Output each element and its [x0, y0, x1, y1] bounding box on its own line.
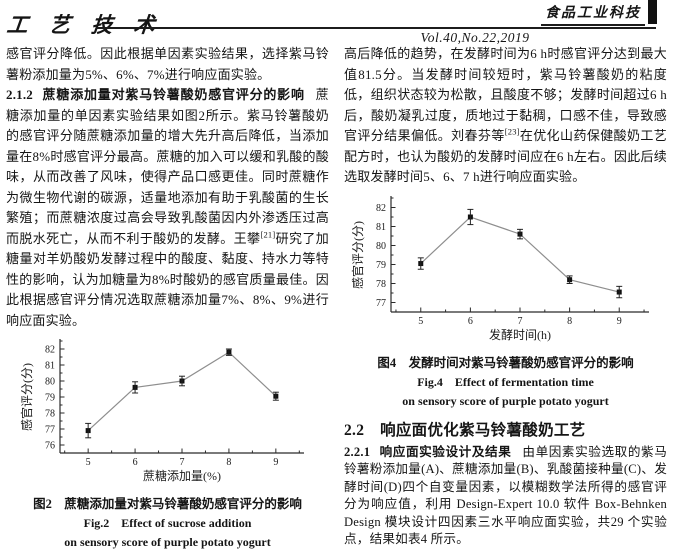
svg-text:7: 7: [517, 316, 522, 327]
fig4-caption-zh: 图4 发酵时间对紫马铃薯酸奶感官评分的影响: [377, 355, 634, 370]
svg-text:80: 80: [45, 377, 55, 388]
svg-text:5: 5: [418, 316, 423, 327]
journal-logo-bar: [648, 0, 657, 24]
fig4-caption-en-1: Fig.4 Effect of fermentation time: [417, 374, 594, 389]
section-2-2-heading: 2.2 响应面优化紫马铃薯酸奶工艺: [344, 421, 586, 439]
svg-text:80: 80: [376, 241, 386, 252]
section-2-1-2-title: 蔗糖添加量对紫马铃薯酸奶感官评分的影响: [42, 87, 305, 102]
error-bars: [417, 208, 622, 298]
section-2-2-1-title: 响应面实验设计及结果: [379, 444, 512, 459]
svg-text:9: 9: [273, 457, 278, 468]
journal-logo: 食品工业科技: [541, 2, 645, 26]
figure-2: 76 77 78 79 80 81 82 5 6 7 8 9 蔗糖添加量(%) 感官评分(分) 图2 蔗糖…: [6, 334, 329, 552]
volume-info: Vol.40,No.22,2019: [420, 30, 530, 45]
svg-text:76: 76: [45, 441, 55, 452]
svg-text:感官评分(分): 感官评分(分): [20, 363, 34, 431]
svg-text:8: 8: [226, 457, 231, 468]
svg-text:77: 77: [45, 425, 55, 436]
chart-axes: [58, 339, 304, 454]
paragraph-2-2-1: 2.2.1 响应面实验设计及结果 由单因素实验选取的紫马铃薯粉添加量(A)、蔗糖添加…: [344, 444, 667, 550]
y-axis-ticks: 76 77 78 79 80 81 82: [45, 340, 64, 454]
axis-labels: 蔗糖添加量(%) 感官评分(分): [20, 363, 221, 483]
svg-text:5: 5: [85, 457, 90, 468]
page-columns: 感官评分降低。因此根据单因素实验结果，选择紫马铃薯粉添加量为5%、6%、7%进行…: [6, 44, 667, 552]
reference-marker: [21]: [260, 229, 276, 240]
svg-text:81: 81: [376, 222, 386, 233]
chart-axes: [389, 195, 649, 313]
paragraph-2-1-2: 2.1.2 蔗糖添加量对紫马铃薯酸奶感官评分的影响 蔗糖添加量的单因素实验结果如图2…: [6, 85, 329, 331]
svg-text:79: 79: [45, 393, 55, 404]
svg-text:9: 9: [616, 316, 621, 327]
section-2-2-1-body: 由单因素实验选取的紫马铃薯粉添加量(A)、蔗糖添加量(B)、乳酸菌接种量(C)、…: [344, 444, 667, 547]
left-column: 感官评分降低。因此根据单因素实验结果，选择紫马铃薯粉添加量为5%、6%、7%进行…: [6, 44, 329, 552]
svg-text:7: 7: [179, 457, 184, 468]
x-axis-ticks: 5 6 7 8 9: [394, 307, 645, 327]
column-category-label: 工 艺 技 术: [5, 13, 164, 37]
svg-text:77: 77: [376, 298, 386, 309]
fig4-caption-en-2: on sensory score of purple potato yogurt: [402, 393, 609, 408]
axis-labels: 发酵时间(h) 感官评分(分): [351, 221, 551, 342]
right-column: 高后降低的趋势，在发酵时间为6 h时感官评分达到最大值81.5分。当发酵时间较短…: [344, 44, 667, 552]
y-axis-ticks: 77 78 79 80 81 82: [376, 197, 395, 312]
svg-text:82: 82: [376, 203, 386, 214]
header-rule: [96, 27, 656, 29]
data-series: [85, 349, 278, 434]
section-2-2-1-number: 2.2.1: [344, 444, 371, 459]
section-2-1-2-number: 2.1.2: [6, 87, 33, 102]
svg-text:发酵时间(h): 发酵时间(h): [489, 327, 551, 342]
svg-text:6: 6: [132, 457, 137, 468]
svg-text:8: 8: [567, 316, 572, 327]
svg-text:6: 6: [467, 316, 472, 327]
svg-text:78: 78: [45, 409, 55, 420]
fig2-caption-en-1: Fig.2 Effect of sucrose addition: [83, 516, 252, 530]
svg-text:感官评分(分): 感官评分(分): [351, 221, 365, 289]
svg-text:78: 78: [376, 279, 386, 290]
section-2-1-2-body: 蔗糖添加量的单因素实验结果如图2所示。紫马铃薯酸奶的感官评分随蔗糖添加量的增大先…: [6, 87, 329, 328]
paragraph-fermentation-time: 高后降低的趋势，在发酵时间为6 h时感官评分达到最大值81.5分。当发酵时间较短…: [344, 46, 668, 184]
figure-4: 77 78 79 80 81 82 5 6 7 8 9 发酵时间(h) 感官评分(分) 图4 发酵时间对…: [344, 191, 667, 411]
svg-text:79: 79: [376, 260, 386, 271]
fig2-caption-zh: 图2 蔗糖添加量对紫马铃薯酸奶感官评分的影响: [33, 497, 302, 511]
x-axis-ticks: 5 6 7 8 9: [63, 448, 300, 468]
svg-text:81: 81: [45, 361, 55, 372]
fig2-caption-en-2: on sensory score of purple potato yogurt: [64, 535, 271, 549]
paragraph-potato-powder-conclusion: 感官评分降低。因此根据单因素实验结果，选择紫马铃薯粉添加量为5%、6%、7%进行…: [6, 46, 329, 82]
error-bars: [84, 348, 279, 439]
data-series: [417, 214, 622, 295]
svg-text:82: 82: [45, 345, 55, 356]
reference-marker: [23]: [504, 126, 520, 137]
svg-text:蔗糖添加量(%): 蔗糖添加量(%): [143, 468, 221, 483]
